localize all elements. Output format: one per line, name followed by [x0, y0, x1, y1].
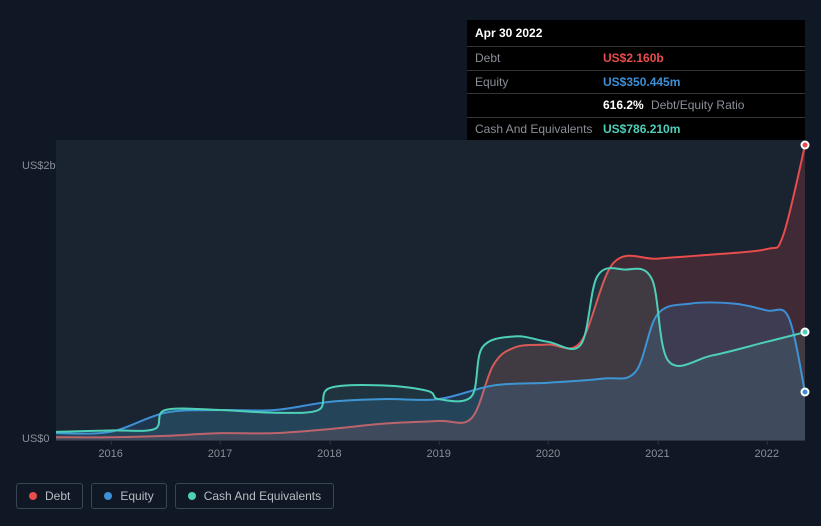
series-end-marker	[801, 141, 810, 150]
legend-swatch	[29, 492, 37, 500]
x-axis-label: 2021	[645, 448, 669, 460]
y-axis-label: US$2b	[22, 160, 56, 172]
chart-gridline	[56, 440, 805, 441]
chart-x-axis: 2016 2017 2018 2019 2020 2021 2022	[56, 448, 805, 462]
legend-label: Equity	[120, 489, 153, 503]
tooltip-ratio-label: Debt/Equity Ratio	[648, 98, 745, 112]
chart-tooltip: Apr 30 2022 DebtUS$2.160bEquityUS$350.44…	[467, 20, 805, 140]
series-end-marker	[801, 328, 810, 337]
tooltip-row-label: Debt	[475, 51, 603, 65]
series-end-marker	[801, 388, 810, 397]
debt-equity-chart: US$0 US$2b 2016 2017 2018 2019 2020 2021 2022	[16, 125, 805, 485]
x-axis-label: 2019	[426, 448, 450, 460]
tooltip-row: EquityUS$350.445m	[467, 71, 805, 94]
chart-plot-area[interactable]	[56, 140, 805, 440]
y-axis-label: US$0	[22, 433, 50, 445]
x-axis-label: 2018	[317, 448, 341, 460]
legend-item-cash-and-equivalents[interactable]: Cash And Equivalents	[175, 483, 334, 509]
tooltip-row: DebtUS$2.160b	[467, 47, 805, 70]
x-axis-label: 2020	[536, 448, 560, 460]
tooltip-date: Apr 30 2022	[467, 20, 805, 47]
x-axis-label: 2017	[208, 448, 232, 460]
legend-label: Cash And Equivalents	[204, 489, 321, 503]
legend-item-debt[interactable]: Debt	[16, 483, 83, 509]
x-axis-label: 2022	[754, 448, 778, 460]
tooltip-row-value: US$350.445m	[603, 75, 680, 89]
legend-item-equity[interactable]: Equity	[91, 483, 166, 509]
tooltip-row-value: US$2.160b	[603, 51, 664, 65]
legend-swatch	[188, 492, 196, 500]
tooltip-row-label	[475, 98, 603, 112]
x-axis-label: 2016	[98, 448, 122, 460]
chart-legend: Debt Equity Cash And Equivalents	[16, 483, 334, 509]
tooltip-row-label: Equity	[475, 75, 603, 89]
tooltip-row-value: 616.2% Debt/Equity Ratio	[603, 98, 744, 112]
legend-swatch	[104, 492, 112, 500]
legend-label: Debt	[45, 489, 70, 503]
tooltip-row: 616.2% Debt/Equity Ratio	[467, 94, 805, 117]
